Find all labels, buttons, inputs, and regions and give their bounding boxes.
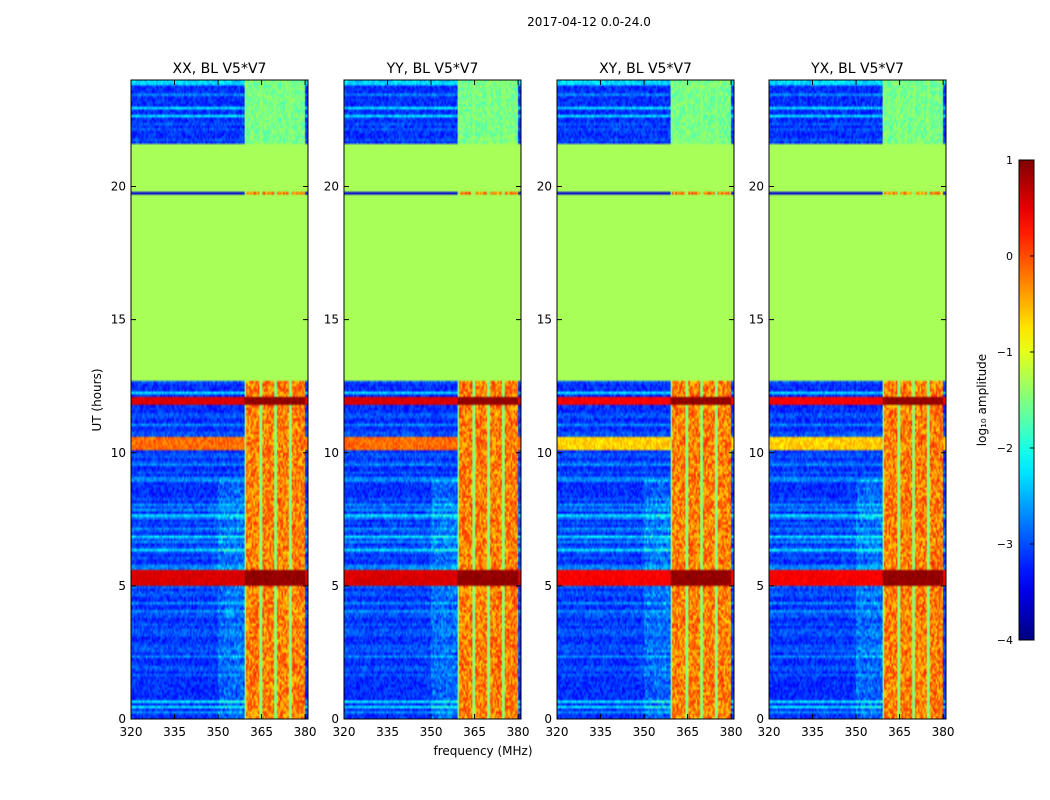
y-tick-label: 15 [324,313,339,327]
y-tick-label: 20 [324,180,339,194]
y-tick-label: 20 [537,180,552,194]
y-tick-label: 10 [111,446,126,460]
x-tick-label: 350 [633,725,656,739]
colorbar-gradient [1018,159,1035,641]
y-tick-label: 5 [756,579,764,593]
panel-frame [556,79,735,720]
panel-frame [130,79,309,720]
panel-3: XY, BL V5*V7 320 335 350 365 380 0 5 10 15 20 [537,61,743,739]
x-tick-label: 380 [507,725,530,739]
colorbar-tick-label: 0 [1006,250,1013,263]
y-tick-label: 10 [537,446,552,460]
colorbar-tick-label: −4 [997,634,1013,647]
y-tick-label: 20 [111,180,126,194]
panel-2: YY, BL V5*V7 320 335 350 365 380 0 5 10 15 20 [324,61,530,739]
colorbar-tick-label: −3 [997,538,1013,551]
panel-frame [343,79,522,720]
x-tick-label: 350 [845,725,868,739]
y-tick-label: 0 [118,712,126,726]
x-tick-label: 335 [801,725,824,739]
y-tick-label: 10 [324,446,339,460]
colorbar: 1 0 −1 −2 −3 −4 [997,154,1035,647]
x-tick-label: 320 [120,725,143,739]
x-tick-label: 320 [758,725,781,739]
x-tick-label: 365 [250,725,273,739]
x-axis-label: frequency (MHz) [433,744,532,758]
colorbar-tick-label: −2 [997,442,1013,455]
panel-4: YX, BL V5*V7 320 335 350 365 380 0 5 10 15 20 [749,61,955,739]
panel-title: XY, BL V5*V7 [599,61,692,77]
colorbar-tick-label: −1 [997,346,1013,359]
x-tick-label: 365 [888,725,911,739]
y-tick-label: 15 [537,313,552,327]
y-axis-label: UT (hours) [90,368,104,431]
x-tick-label: 335 [376,725,399,739]
x-tick-label: 380 [720,725,743,739]
y-tick-label: 5 [544,579,552,593]
y-tick-label: 15 [111,313,126,327]
x-tick-label: 365 [676,725,699,739]
x-tick-label: 350 [420,725,443,739]
panel-frame [768,79,947,720]
figure-suptitle: 2017-04-12 0.0-24.0 [527,15,651,29]
x-tick-label: 365 [463,725,486,739]
x-tick-label: 335 [589,725,612,739]
heatmap-image [769,80,946,719]
x-tick-label: 335 [163,725,186,739]
panel-title: YY, BL V5*V7 [386,61,479,77]
x-tick-label: 380 [932,725,955,739]
y-tick-label: 0 [544,712,552,726]
y-tick-label: 5 [331,579,339,593]
x-tick-label: 320 [546,725,569,739]
y-tick-label: 15 [749,313,764,327]
y-tick-label: 0 [756,712,764,726]
panel-title: YX, BL V5*V7 [810,61,904,77]
colorbar-label: log₁₀ amplitude [975,354,989,446]
y-tick-label: 20 [749,180,764,194]
heatmap-image [131,80,308,719]
x-tick-label: 350 [207,725,230,739]
y-tick-label: 10 [749,446,764,460]
x-tick-label: 320 [333,725,356,739]
heatmap-image [344,80,521,719]
y-tick-label: 0 [331,712,339,726]
y-tick-label: 5 [118,579,126,593]
panel-title: XX, BL V5*V7 [173,61,267,77]
colorbar-tick-label: 1 [1006,154,1013,167]
panel-1: XX, BL V5*V7 320 335 350 365 380 0 5 10 15 20 [111,61,317,739]
x-tick-label: 380 [294,725,317,739]
heatmap-image [557,80,734,719]
